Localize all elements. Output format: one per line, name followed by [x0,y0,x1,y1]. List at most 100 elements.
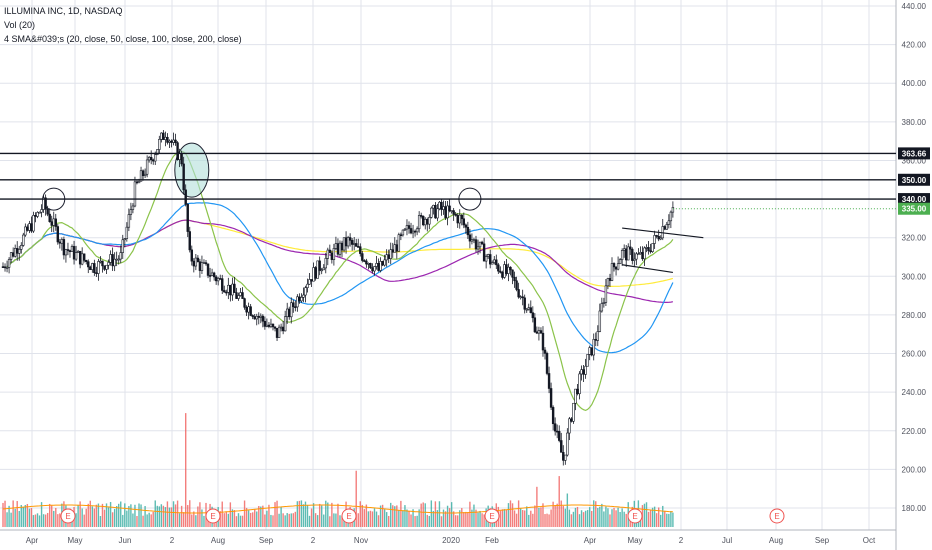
sma-indicator-label[interactable]: 4 SMA&#039;s (20, close, 50, close, 100,… [4,34,242,44]
candle-body [257,315,260,318]
volume-bar [174,504,177,527]
y-tick-label: 400.00 [902,79,927,88]
candle-body [655,235,658,237]
earnings-marker[interactable]: E [341,508,357,524]
x-tick-label: Oct [863,536,876,545]
volume-bar [243,500,246,527]
candle-body [417,215,421,230]
candle-body [560,440,563,453]
volume-bar [505,509,508,527]
earnings-marker[interactable]: E [205,508,221,524]
candle-body [139,170,143,182]
trend-channel-line[interactable] [622,227,704,239]
symbol-title[interactable]: ILLUMINA INC, 1D, NASDAQ [4,6,123,16]
volume-bar [140,504,142,527]
x-tick-label: Aug [211,536,225,545]
candle-body [324,258,327,269]
candle-body [365,260,368,265]
candle-body [450,210,453,212]
volume-bar [333,513,335,527]
candle-body [190,249,193,262]
candle-body [606,278,610,287]
volume-bar [609,514,611,527]
candle-body [476,246,480,250]
earnings-marker[interactable]: E [769,508,785,524]
candle-body [580,369,583,375]
candle-body [482,243,486,262]
trend-channel-line[interactable] [622,264,673,274]
volume-bar [580,510,583,527]
volume-bar [607,508,609,527]
candle-body [219,278,222,280]
volume-bar [168,507,171,527]
candle-body [359,246,362,254]
candle-body [54,218,57,227]
candle-body [281,326,285,332]
y-tick-label: 380.00 [902,118,927,127]
volume-bar [77,504,79,527]
volume-bar [550,509,552,527]
y-tick-label: 320.00 [902,234,927,243]
volume-bar [308,515,311,527]
y-tick-label: 260.00 [902,350,927,359]
volume-bar [467,512,469,527]
volume-bar [479,510,481,527]
volume-bar [463,512,465,527]
candle-body [549,388,553,408]
volume-bar [357,513,359,527]
volume-bar [306,505,309,527]
candle-body [428,217,431,225]
volume-bar [526,506,528,527]
candle-body [154,154,157,162]
volume-bar [316,515,319,527]
volume-bar [390,502,392,527]
earnings-marker[interactable]: E [627,508,643,524]
candle-body [95,272,98,274]
candle-body [265,324,269,327]
candle-body [214,276,218,282]
volume-indicator-label[interactable]: Vol (20) [4,20,36,30]
volume-bar [99,516,102,527]
volume-bar [436,510,439,527]
candle-body [474,239,478,250]
volume-bar [617,507,619,527]
volume-bar [280,507,282,527]
candle-body [221,278,224,291]
candle-body [442,206,445,210]
volume-bar [130,504,132,527]
volume-bar [156,505,158,527]
volume-bar [412,509,414,527]
volume-bar [601,503,603,527]
candle-body [529,307,533,314]
volume-bar [396,505,398,527]
candle-body [452,210,455,215]
candle-body [436,208,439,219]
x-tick-label: 2 [311,536,316,545]
volume-bar [150,514,152,527]
volume-bar [465,511,467,527]
volume-bar [44,514,47,527]
volume-bar [225,511,227,527]
volume-bar [517,500,520,527]
candle-body [383,259,386,266]
volume-bar [450,502,453,527]
volume-bar [398,510,400,527]
candle-body [107,262,110,266]
candle-body [458,214,461,224]
candle-body [616,263,620,270]
volume-bar [251,512,254,527]
candle-body [480,241,484,245]
earnings-marker[interactable]: E [60,508,76,524]
candle-body [507,266,510,274]
candle-body [379,261,382,271]
volume-bar [442,509,445,527]
earnings-marker[interactable]: E [484,508,500,524]
volume-bar [325,500,327,527]
volume-bar [34,514,37,527]
volume-bar [548,514,550,527]
candle-body [511,269,514,278]
candle-body [620,250,624,260]
volume-bar [201,509,203,527]
